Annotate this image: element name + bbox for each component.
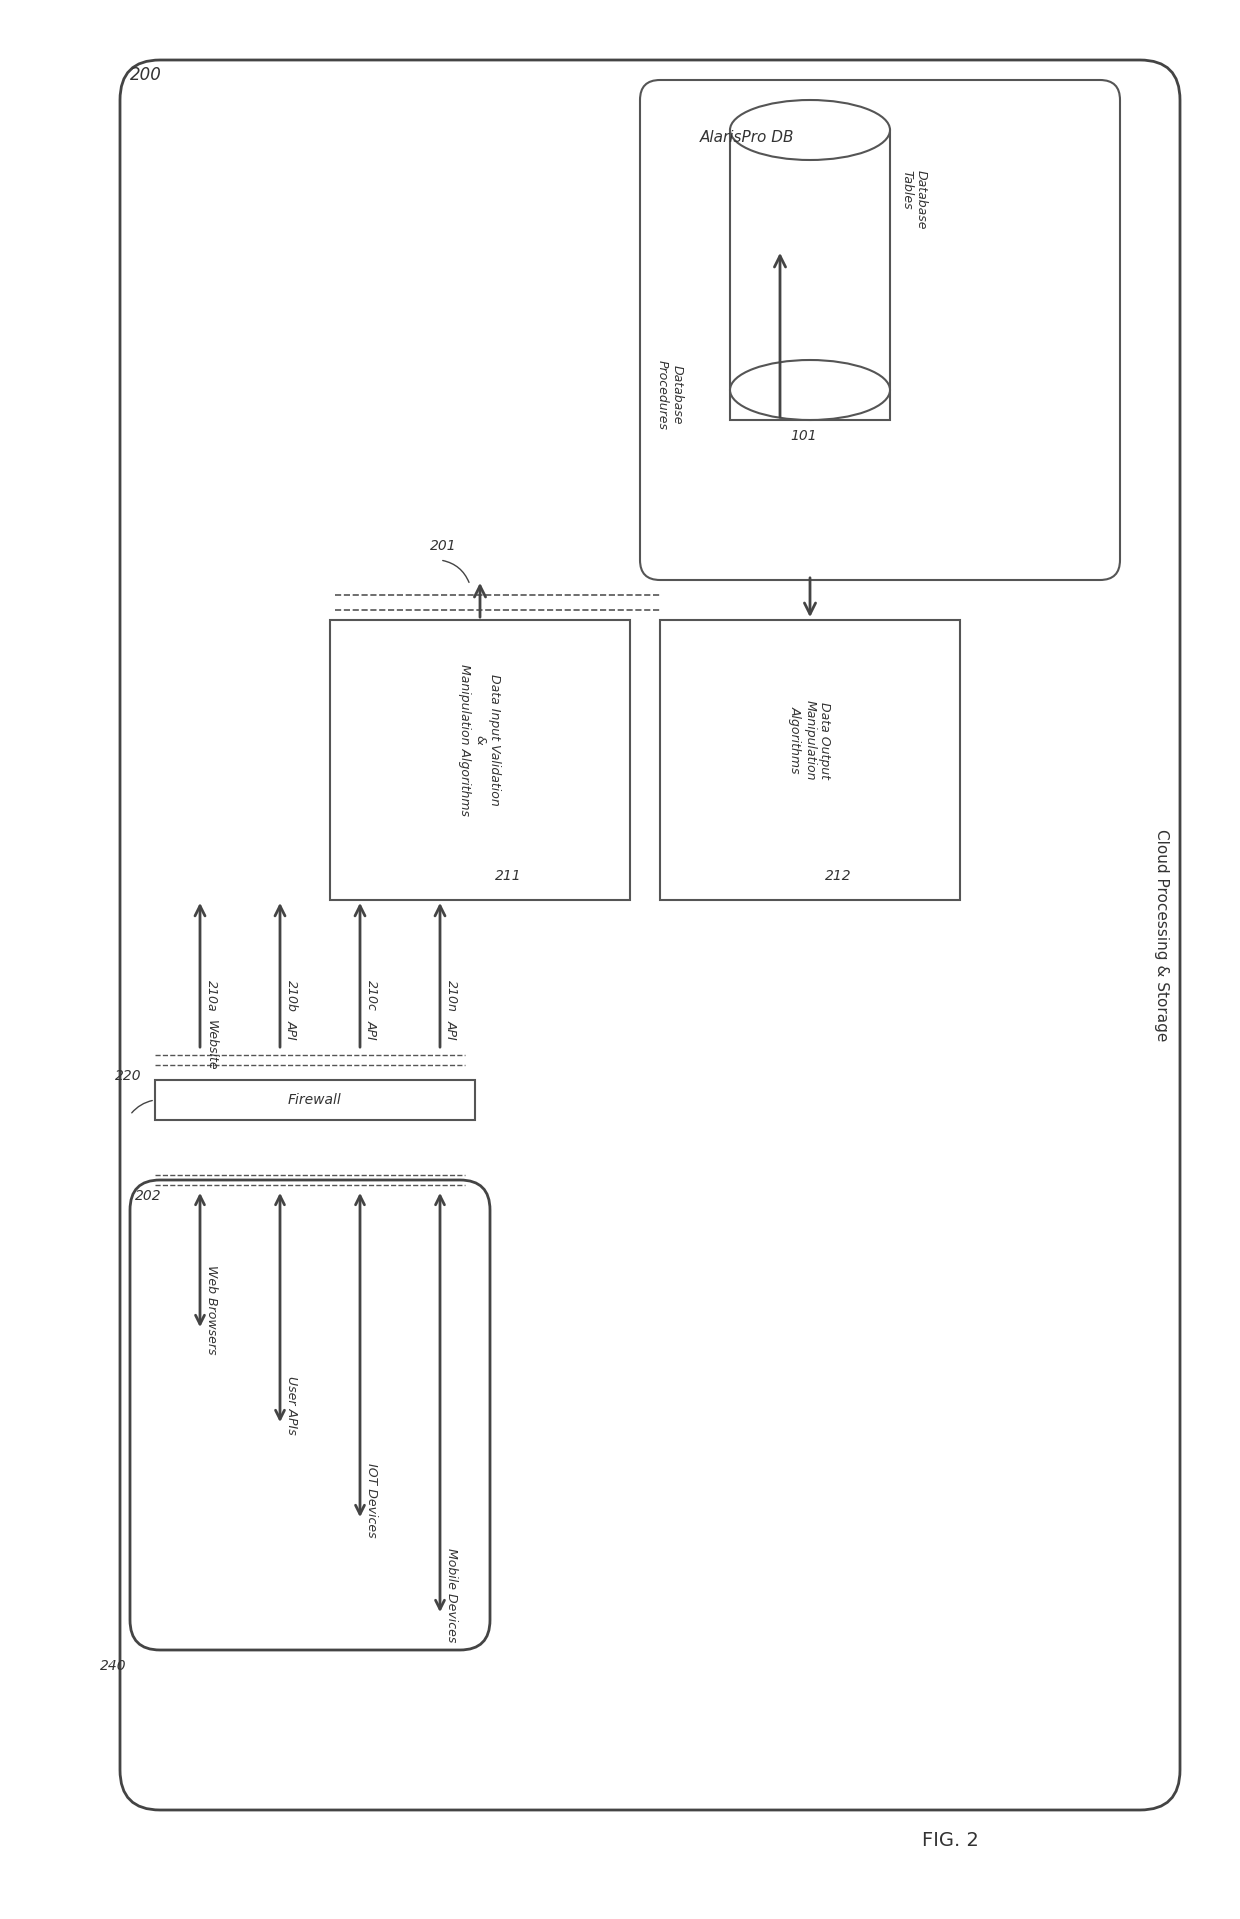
Ellipse shape [730,361,890,420]
Text: 220: 220 [115,1069,141,1082]
Text: 210c: 210c [365,981,378,1011]
Bar [330,620,630,900]
Text: Cloud Processing & Storage: Cloud Processing & Storage [1154,829,1169,1042]
Text: 210n: 210n [445,981,458,1011]
Text: API: API [285,1021,298,1040]
FancyBboxPatch shape [130,1180,490,1650]
Text: Website: Website [205,1021,218,1071]
Text: Mobile Devices: Mobile Devices [445,1549,458,1643]
Text: Database
Tables: Database Tables [900,171,928,230]
Text: FIG. 2: FIG. 2 [921,1831,978,1850]
FancyBboxPatch shape [640,81,1120,580]
Text: 210b: 210b [285,981,298,1011]
Ellipse shape [730,100,890,159]
Text: 212: 212 [825,869,852,883]
Text: IOT Devices: IOT Devices [365,1462,378,1537]
Text: 101: 101 [790,430,817,443]
Text: Firewall: Firewall [288,1094,342,1107]
Bar [155,1080,475,1121]
Text: Data Input Validation
&
Manipulation Algorithms: Data Input Validation & Manipulation Alg… [459,664,501,816]
Text: 200: 200 [130,65,162,84]
Text: API: API [365,1021,378,1040]
Text: 240: 240 [100,1660,126,1673]
Bar [660,620,960,900]
Text: API: API [445,1021,458,1040]
Text: 201: 201 [430,539,456,553]
Text: Database
Procedures: Database Procedures [656,361,684,430]
FancyBboxPatch shape [120,59,1180,1810]
Text: Web Browsers: Web Browsers [205,1265,218,1355]
Text: Data Output
Manipulation
Algorithms: Data Output Manipulation Algorithms [789,700,832,781]
Text: 210a: 210a [205,981,218,1011]
Text: User APIs: User APIs [285,1376,298,1433]
Text: 211: 211 [495,869,522,883]
Bar [730,130,890,420]
Text: AlarisPro DB: AlarisPro DB [701,130,795,146]
Text: 202: 202 [135,1190,161,1203]
